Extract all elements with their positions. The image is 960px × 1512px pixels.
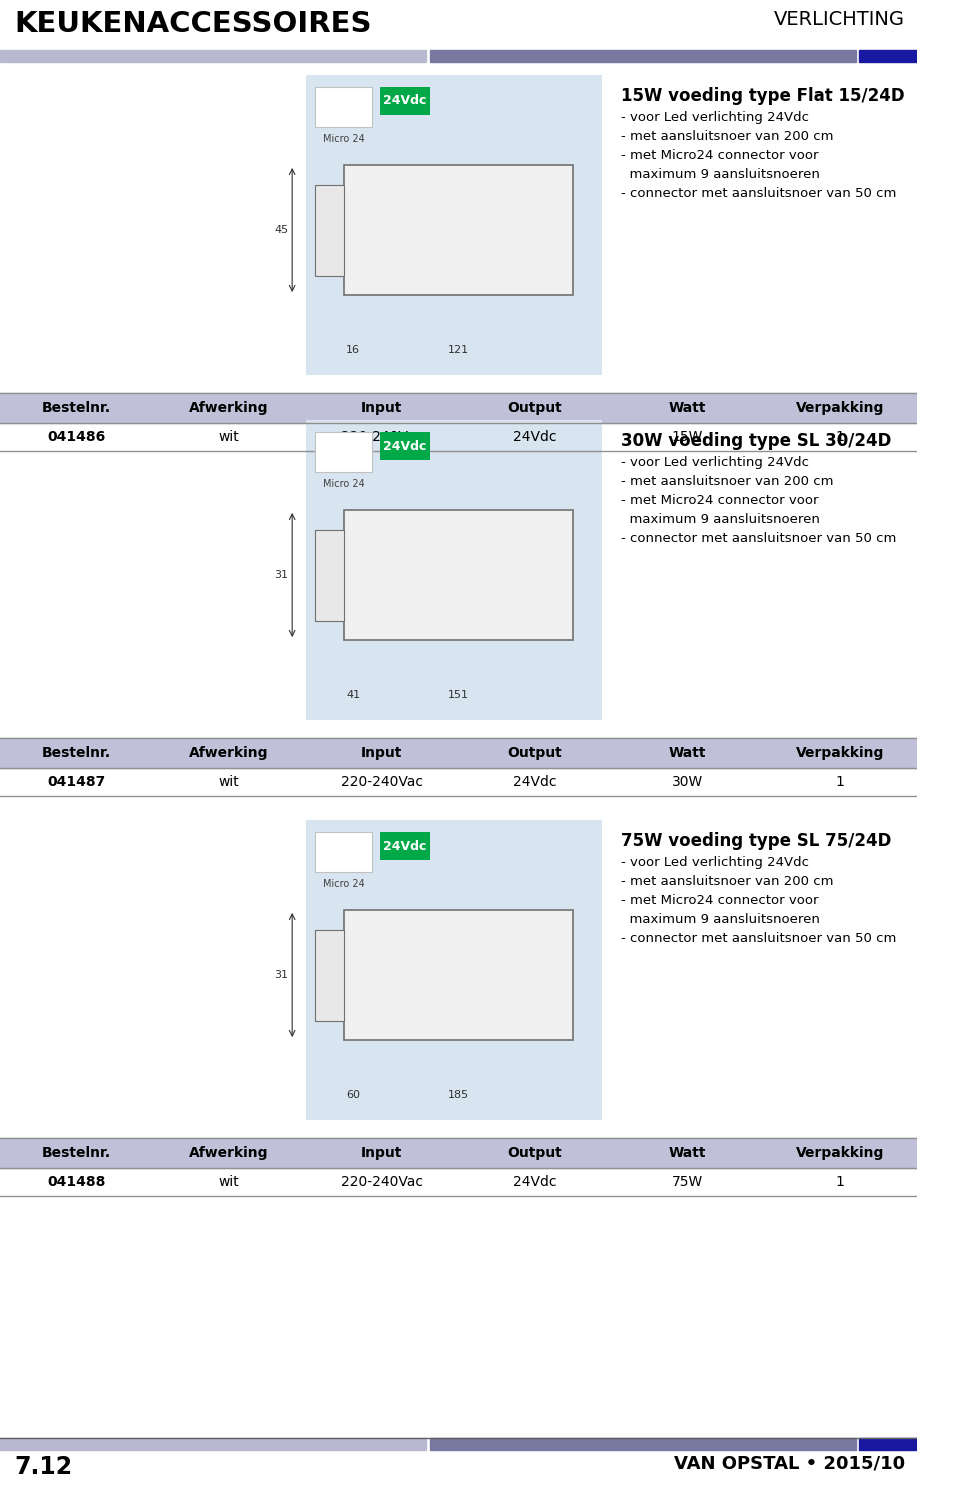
Bar (305, 420, 602, 720)
Bar (344, 165, 573, 295)
Bar (344, 510, 573, 640)
Text: Verpakking: Verpakking (796, 1146, 884, 1160)
Text: 220-240Vac: 220-240Vac (341, 429, 423, 445)
Bar (305, 76, 602, 375)
Bar (344, 910, 573, 1040)
Bar (380, 432, 430, 460)
Bar (0, 0, 917, 50)
Bar (430, 1438, 855, 1450)
Text: 121: 121 (447, 345, 468, 355)
Bar (315, 930, 344, 1021)
Text: Input: Input (361, 1146, 402, 1160)
Bar (0, 393, 917, 423)
Text: - connector met aansluitsnoer van 50 cm: - connector met aansluitsnoer van 50 cm (620, 532, 896, 544)
Text: 1: 1 (836, 776, 845, 789)
Bar (315, 184, 344, 275)
Text: - met Micro24 connector voor: - met Micro24 connector voor (620, 150, 818, 162)
Text: - voor Led verlichting 24Vdc: - voor Led verlichting 24Vdc (620, 110, 808, 124)
Text: 220-240Vac: 220-240Vac (341, 1175, 423, 1188)
Text: Input: Input (361, 745, 402, 761)
Text: maximum 9 aansluitsnoeren: maximum 9 aansluitsnoeren (620, 913, 820, 925)
Bar (430, 50, 855, 62)
Text: Watt: Watt (669, 745, 707, 761)
Text: 24Vdc: 24Vdc (513, 1175, 557, 1188)
Text: 45: 45 (275, 225, 288, 234)
Bar (315, 432, 372, 472)
Bar (315, 832, 372, 872)
Text: VAN OPSTAL • 2015/10: VAN OPSTAL • 2015/10 (674, 1455, 905, 1473)
Text: Micro 24: Micro 24 (323, 479, 365, 488)
Text: KEUKENACCESSOIRES: KEUKENACCESSOIRES (14, 11, 372, 38)
Text: 24Vdc: 24Vdc (383, 94, 426, 107)
Text: 75W voeding type SL 75/24D: 75W voeding type SL 75/24D (620, 832, 891, 850)
Text: 041488: 041488 (47, 1175, 106, 1188)
Text: 16: 16 (347, 345, 360, 355)
Bar (305, 820, 602, 1120)
Text: Bestelnr.: Bestelnr. (42, 1146, 111, 1160)
Text: 30W: 30W (672, 776, 703, 789)
Text: Output: Output (507, 745, 562, 761)
Text: 31: 31 (275, 570, 288, 581)
Text: Verpakking: Verpakking (796, 745, 884, 761)
Bar (0, 1139, 917, 1167)
Text: 041486: 041486 (47, 429, 106, 445)
Text: 75W: 75W (672, 1175, 703, 1188)
Text: Watt: Watt (669, 1146, 707, 1160)
Text: 31: 31 (275, 971, 288, 980)
Text: Output: Output (507, 1146, 562, 1160)
Text: 15W voeding type Flat 15/24D: 15W voeding type Flat 15/24D (620, 88, 904, 104)
Bar (380, 832, 430, 860)
Bar (315, 88, 372, 127)
Text: 24Vdc: 24Vdc (383, 839, 426, 853)
Text: 24Vdc: 24Vdc (513, 776, 557, 789)
Text: 7.12: 7.12 (14, 1455, 72, 1479)
Text: - met aansluitsnoer van 200 cm: - met aansluitsnoer van 200 cm (620, 875, 833, 888)
Text: - connector met aansluitsnoer van 50 cm: - connector met aansluitsnoer van 50 cm (620, 187, 896, 200)
Text: Micro 24: Micro 24 (323, 878, 365, 889)
Bar (0, 1438, 426, 1450)
Text: - met Micro24 connector voor: - met Micro24 connector voor (620, 494, 818, 507)
Text: Bestelnr.: Bestelnr. (42, 401, 111, 414)
Text: Input: Input (361, 401, 402, 414)
Text: - connector met aansluitsnoer van 50 cm: - connector met aansluitsnoer van 50 cm (620, 931, 896, 945)
Text: 185: 185 (447, 1090, 468, 1101)
Text: - met Micro24 connector voor: - met Micro24 connector voor (620, 894, 818, 907)
Text: wit: wit (219, 429, 240, 445)
Text: maximum 9 aansluitsnoeren: maximum 9 aansluitsnoeren (620, 168, 820, 181)
Text: Afwerking: Afwerking (189, 1146, 269, 1160)
Text: 220-240Vac: 220-240Vac (341, 776, 423, 789)
Text: 1: 1 (836, 1175, 845, 1188)
Text: - voor Led verlichting 24Vdc: - voor Led verlichting 24Vdc (620, 457, 808, 469)
Text: VERLICHTING: VERLICHTING (774, 11, 905, 29)
Text: 30W voeding type SL 30/24D: 30W voeding type SL 30/24D (620, 432, 891, 451)
Bar (315, 529, 344, 620)
Text: Output: Output (507, 401, 562, 414)
Text: Afwerking: Afwerking (189, 401, 269, 414)
Text: 1: 1 (836, 429, 845, 445)
Text: Bestelnr.: Bestelnr. (42, 745, 111, 761)
Text: Watt: Watt (669, 401, 707, 414)
Bar (0, 738, 917, 768)
Text: wit: wit (219, 776, 240, 789)
Text: maximum 9 aansluitsnoeren: maximum 9 aansluitsnoeren (620, 513, 820, 526)
Text: 60: 60 (347, 1090, 360, 1101)
Text: wit: wit (219, 1175, 240, 1188)
Text: Micro 24: Micro 24 (323, 135, 365, 144)
Text: - met aansluitsnoer van 200 cm: - met aansluitsnoer van 200 cm (620, 475, 833, 488)
Text: Verpakking: Verpakking (796, 401, 884, 414)
Text: - met aansluitsnoer van 200 cm: - met aansluitsnoer van 200 cm (620, 130, 833, 144)
Bar (0, 50, 426, 62)
Text: Afwerking: Afwerking (189, 745, 269, 761)
Text: 15W: 15W (672, 429, 703, 445)
Text: - voor Led verlichting 24Vdc: - voor Led verlichting 24Vdc (620, 856, 808, 869)
Text: 041487: 041487 (47, 776, 106, 789)
Text: 151: 151 (447, 689, 468, 700)
Text: 41: 41 (347, 689, 360, 700)
Text: 24Vdc: 24Vdc (513, 429, 557, 445)
Bar (859, 1438, 917, 1450)
Bar (859, 50, 917, 62)
Text: 24Vdc: 24Vdc (383, 440, 426, 452)
Bar (380, 88, 430, 115)
